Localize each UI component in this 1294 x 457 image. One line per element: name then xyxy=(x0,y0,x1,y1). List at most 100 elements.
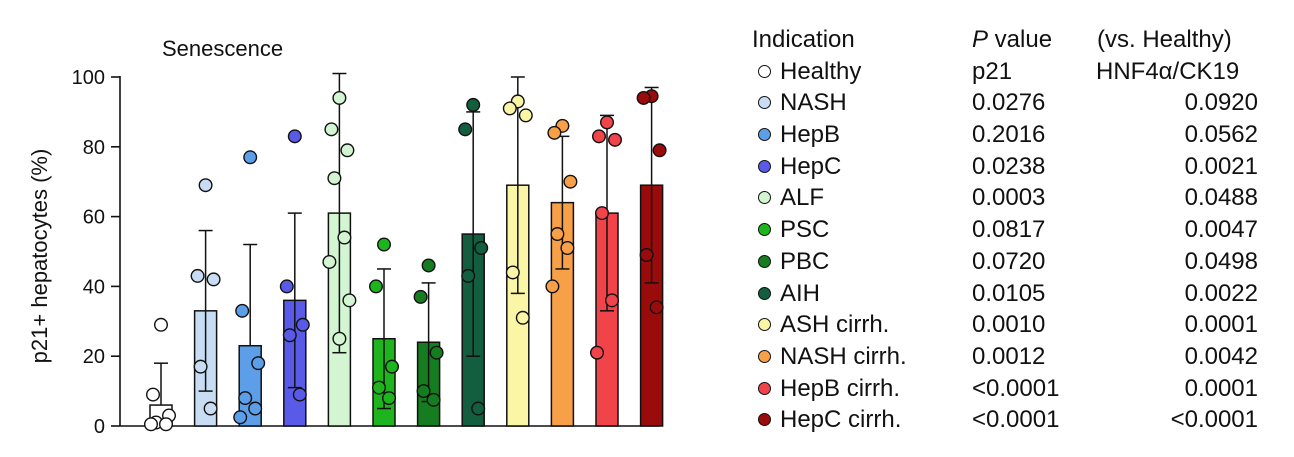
data-point xyxy=(145,387,160,402)
legend-indication-label: AIH xyxy=(780,279,821,307)
data-point xyxy=(416,384,431,399)
legend-marker xyxy=(758,413,771,427)
data-point xyxy=(429,345,444,360)
legend-header-hnf: HNF4α/CK19 xyxy=(1096,57,1240,85)
data-point xyxy=(243,150,258,165)
legend-indication: AIH xyxy=(752,278,820,310)
legend-p21-value: 0.0817 xyxy=(972,216,1046,244)
legend-hnf-value: 0.0498 xyxy=(1184,247,1258,275)
legend-hnf-value: 0.0021 xyxy=(1184,152,1258,180)
data-point xyxy=(377,237,392,252)
legend-indication-label: NASH cirrh. xyxy=(780,342,907,370)
legend-marker xyxy=(758,64,771,78)
data-point xyxy=(608,132,623,147)
legend-hnf-value: 0.0001 xyxy=(1184,374,1258,402)
legend-hnf-value: <0.0001 xyxy=(1170,406,1258,434)
legend-indication: NASH xyxy=(752,87,847,119)
data-point xyxy=(190,268,205,283)
legend-indication: HepC cirrh. xyxy=(752,404,901,436)
data-point xyxy=(560,241,575,256)
legend-indication-label: HepC xyxy=(780,152,842,180)
data-point xyxy=(502,101,517,116)
legend-indication: NASH cirrh. xyxy=(752,341,907,373)
legend-header-vs: (vs. Healthy) xyxy=(1097,26,1232,53)
legend-marker xyxy=(758,128,771,142)
data-point xyxy=(233,410,248,425)
data-point xyxy=(413,289,428,304)
data-point xyxy=(636,90,651,105)
legend-header-value: value xyxy=(988,26,1053,53)
data-point xyxy=(382,391,397,406)
y-tick-label: 80 xyxy=(83,137,105,159)
data-point xyxy=(461,268,476,283)
y-tick-label: 60 xyxy=(83,207,105,229)
legend-p21-value: 0.0276 xyxy=(972,89,1046,117)
data-point xyxy=(198,178,213,193)
data-point xyxy=(590,345,605,360)
legend-hnf-value: 0.0042 xyxy=(1184,342,1258,370)
legend-indication-label: Healthy xyxy=(780,57,862,85)
legend-marker xyxy=(758,254,771,268)
y-tick-label: 0 xyxy=(94,416,105,438)
y-tick-label: 100 xyxy=(72,67,105,89)
legend-marker xyxy=(758,349,771,363)
legend-indication: HepC xyxy=(752,151,841,183)
legend-indication: ALF xyxy=(752,182,824,214)
data-point xyxy=(458,122,473,137)
y-tick-label: 40 xyxy=(83,276,105,298)
legend-p21-value: 0.2016 xyxy=(972,121,1046,149)
data-point xyxy=(153,317,168,332)
error-bars xyxy=(154,72,659,410)
data-point xyxy=(235,303,250,318)
legend-indication-label: HepB cirrh. xyxy=(780,374,901,402)
data-point xyxy=(248,401,263,416)
data-points xyxy=(143,89,667,432)
data-point xyxy=(337,230,352,245)
data-point xyxy=(279,279,294,294)
legend-p21-value: 0.0003 xyxy=(972,184,1046,212)
y-tick-label: 20 xyxy=(83,346,105,368)
legend-p21-value: 0.0720 xyxy=(972,247,1046,275)
data-point xyxy=(474,241,489,256)
data-point xyxy=(206,272,221,287)
data-point xyxy=(545,279,560,294)
legend-marker xyxy=(758,223,771,237)
legend-header-indication: Indication xyxy=(752,26,855,53)
data-point xyxy=(518,108,533,123)
legend-hnf-value: 0.0920 xyxy=(1184,89,1258,117)
bars xyxy=(149,184,664,427)
legend-marker xyxy=(758,96,771,110)
legend-indication: ASH cirrh. xyxy=(752,309,889,341)
legend-p21-value: 0.0105 xyxy=(972,279,1046,307)
data-point xyxy=(369,279,384,294)
data-point xyxy=(327,171,342,186)
data-point xyxy=(605,293,620,308)
chart-title: Senescence xyxy=(162,36,283,61)
data-point xyxy=(332,90,347,105)
data-point xyxy=(322,254,337,269)
legend-indication-label: HepB xyxy=(780,121,841,149)
legend-indication: Healthy xyxy=(752,56,861,88)
legend-p21-value: <0.0001 xyxy=(972,406,1060,434)
data-point xyxy=(143,417,158,432)
legend-header-pvalue: P value xyxy=(972,24,1052,56)
data-point xyxy=(421,258,436,273)
legend-indication: HepB xyxy=(752,119,840,151)
data-point xyxy=(193,359,208,374)
legend-indication-label: NASH xyxy=(780,89,847,117)
data-point xyxy=(426,392,441,407)
data-point xyxy=(158,417,173,432)
legend-indication-label: HepC cirrh. xyxy=(780,406,902,434)
legend-indication-label: PBC xyxy=(780,247,830,275)
legend-marker xyxy=(758,159,771,173)
legend-indication: PSC xyxy=(752,214,829,246)
legend-marker xyxy=(758,191,771,205)
legend-p21-value: 0.0012 xyxy=(972,342,1046,370)
legend-hnf-value: 0.0562 xyxy=(1184,121,1258,149)
data-point xyxy=(592,129,607,144)
legend-header-p: P xyxy=(972,26,989,53)
data-point xyxy=(372,380,387,395)
data-point xyxy=(652,143,667,158)
legend-hnf-value: 0.0047 xyxy=(1184,216,1258,244)
legend-marker xyxy=(758,318,771,332)
